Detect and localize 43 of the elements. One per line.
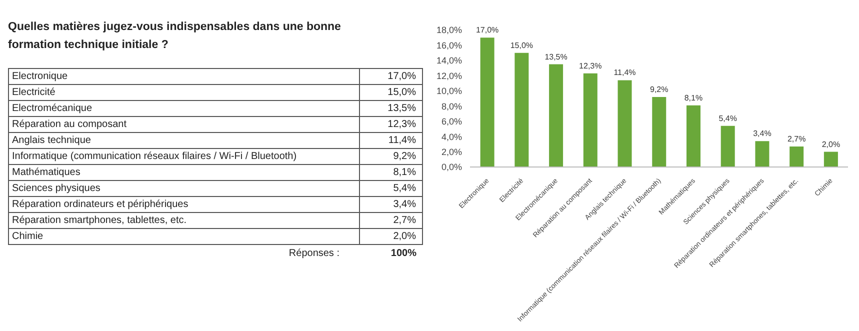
text: 5,4% [393,183,416,194]
data-label: 3,4% [753,129,772,138]
text: 9,2% [393,151,416,162]
text: 11,4% [388,135,416,146]
category-label: Electricité [12,87,56,98]
y-tick-label: 18,0% [436,25,462,36]
text: 17,0% [388,71,416,82]
text: 15,0% [388,87,416,98]
text: 3,4% [393,199,416,210]
category-label: Chimie [12,231,44,242]
data-label: 15,0% [510,40,534,50]
text: Quelles matières jugez-vous indispensables dans une bonne formation technique initiale ? [8,20,342,53]
category-label: Electronique [12,71,68,82]
data-label: 8,1% [684,93,703,102]
text: 2,7% [393,215,416,226]
text: 13,5% [388,103,416,114]
y-tick-label: 4,0% [441,132,462,142]
data-label: 2,0% [822,140,840,149]
text: Réponses : [288,247,340,262]
text: 8,1% [393,167,416,178]
data-label: 11,4% [614,68,636,78]
y-tick-label: 8,0% [441,101,462,112]
y-tick-label: 0,0% [441,162,462,172]
y-tick-label: 10,0% [436,86,462,96]
y-tick-label: 14,0% [436,56,462,66]
data-label: 12,3% [579,61,602,70]
data-label: 9,2% [650,84,668,94]
data-label: 17,0% [476,26,499,35]
data-label: 2,7% [787,134,806,144]
y-tick-label: 12,0% [436,70,462,81]
category-label: Electromécanique [12,103,92,114]
data-label: 5,4% [718,114,737,123]
category-label: Informatique (communication réseaux filaires / Wi-Fi / Bluetooth) [12,151,297,162]
text: 100% [390,247,418,262]
text: 12,3% [388,119,416,130]
y-tick-label: 2,0% [441,146,462,157]
text: 2,0% [393,231,416,242]
category-label: Anglais technique [12,135,91,146]
category-label: Mathématiques [12,167,80,178]
data-label: 13,5% [544,52,568,62]
y-tick-label: 16,0% [436,40,462,50]
y-tick-label: 6,0% [441,116,462,127]
category-label: Réparation au composant [12,119,127,130]
